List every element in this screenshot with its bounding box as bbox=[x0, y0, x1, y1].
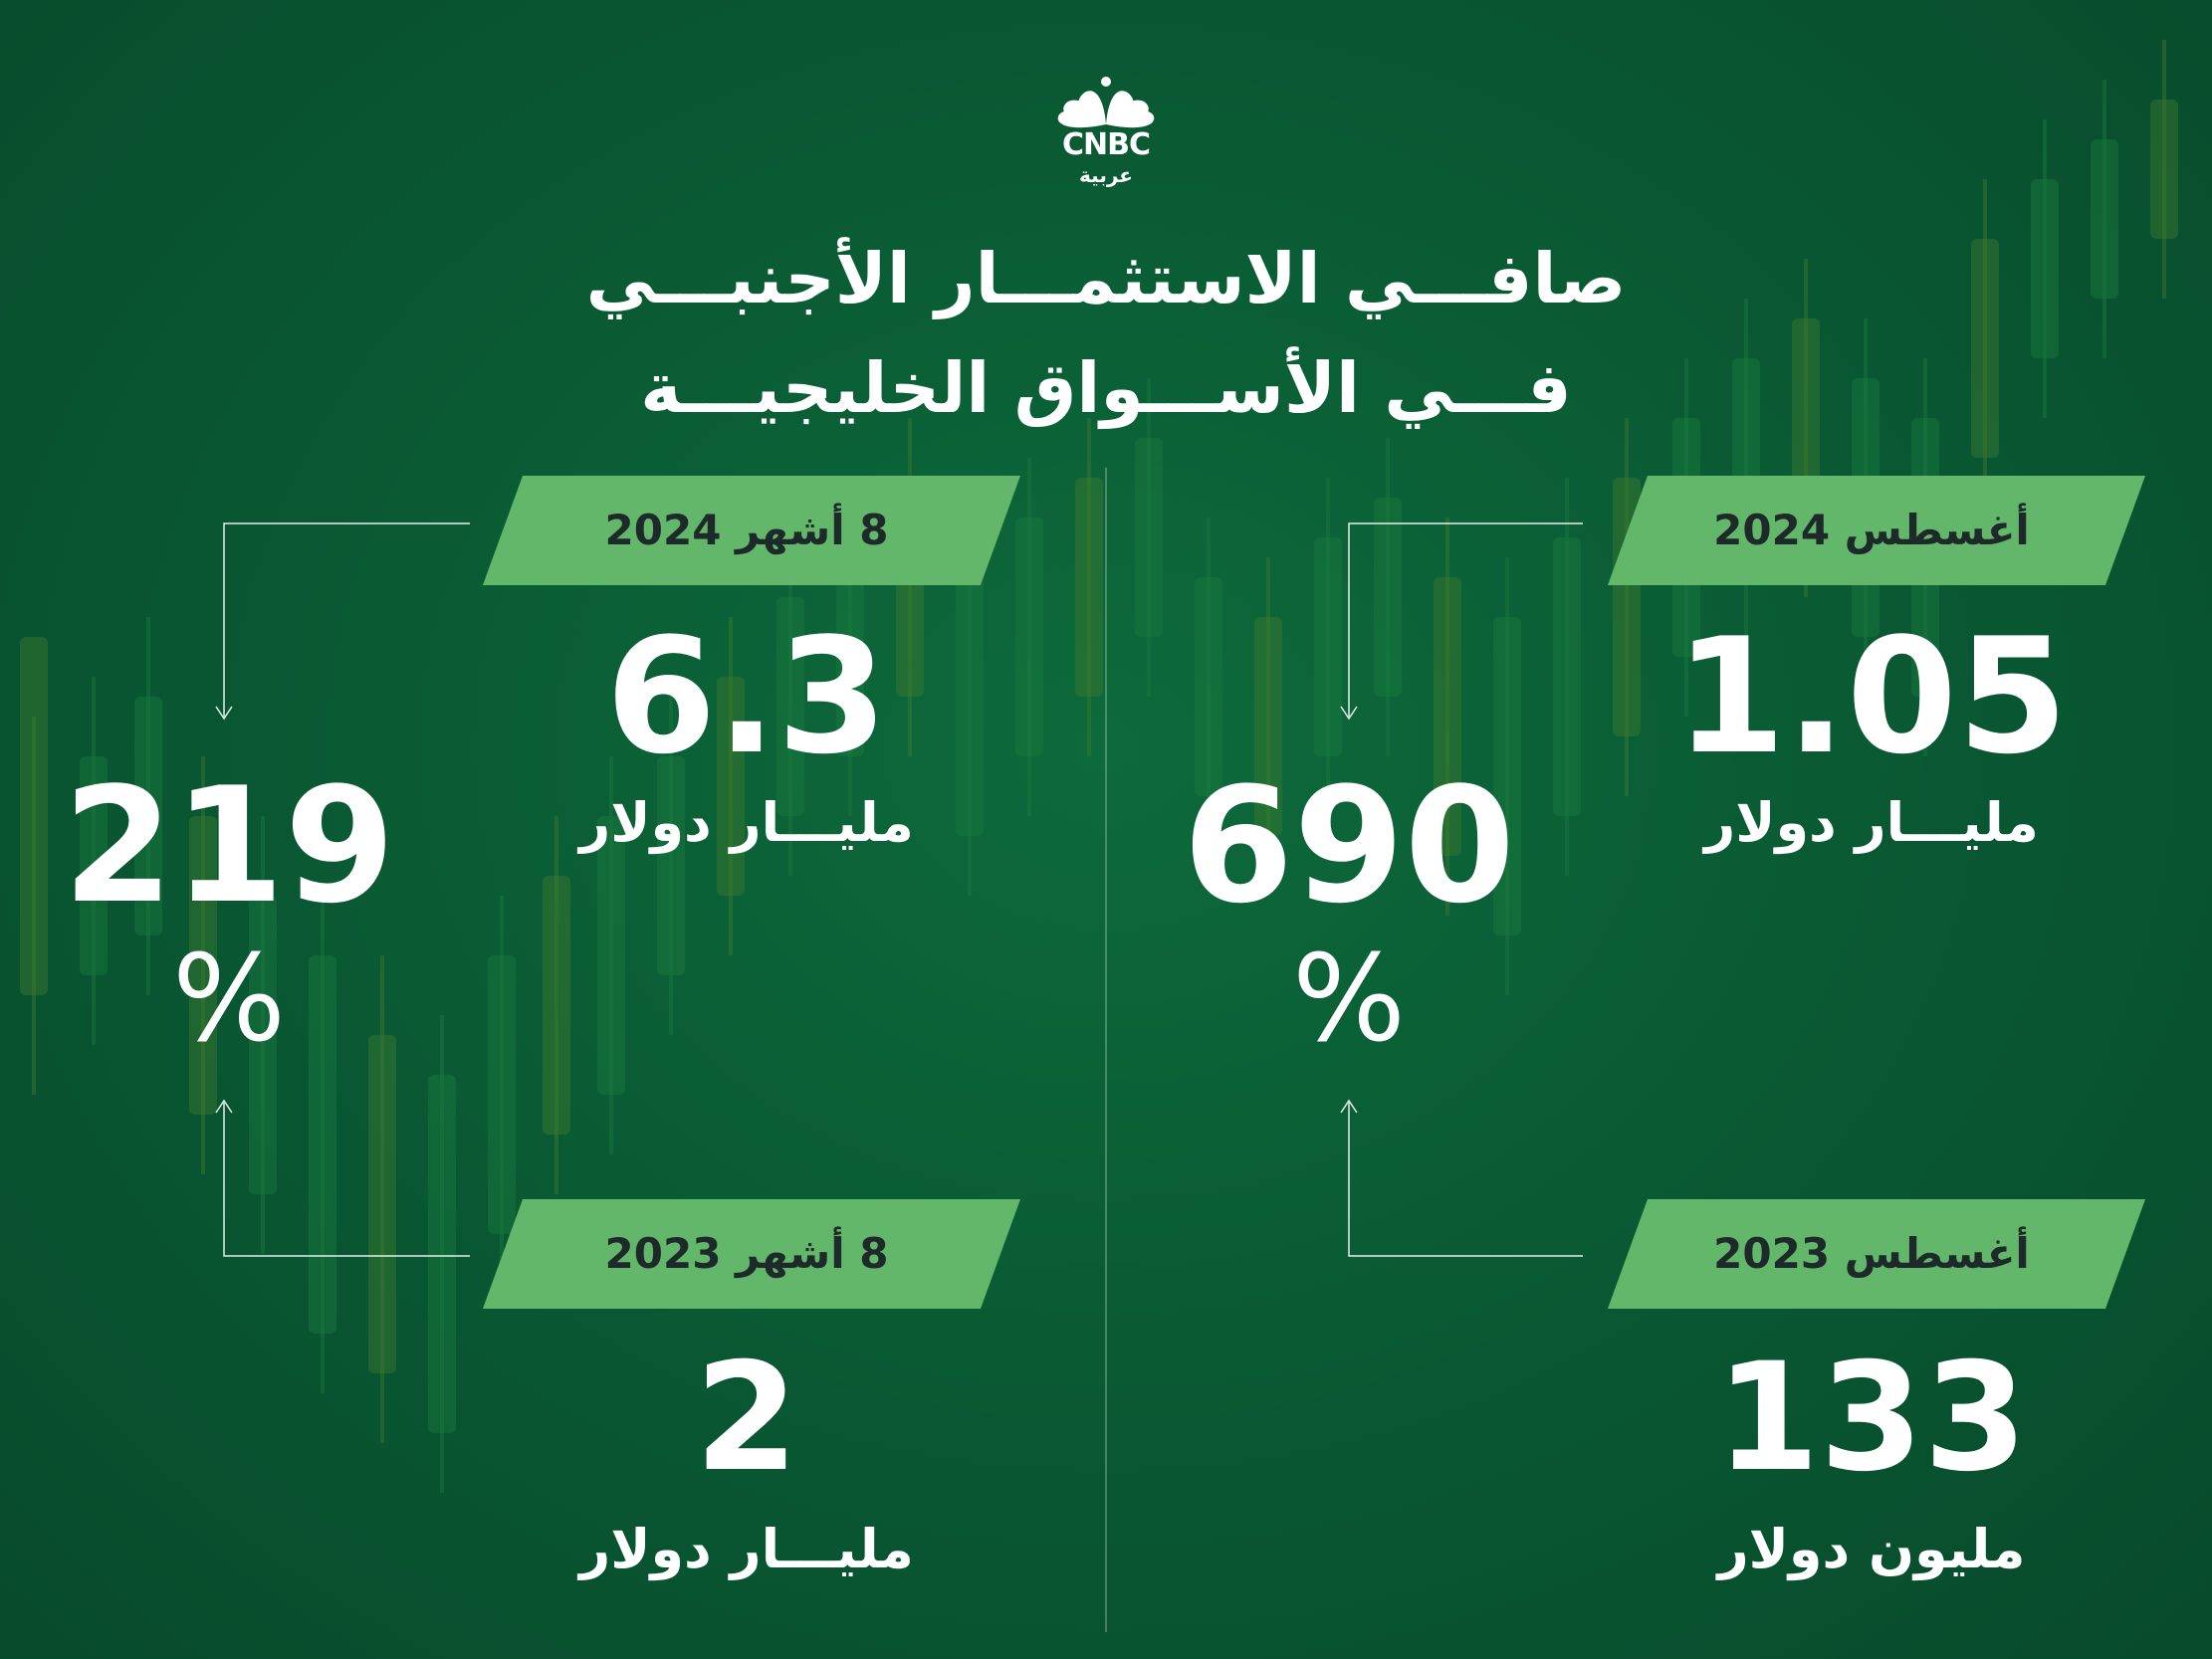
background-candle bbox=[657, 697, 685, 1035]
right-change-percent: % bbox=[1291, 931, 1407, 1069]
right-bottom-tag-label: أغسطس 2023 bbox=[1713, 1229, 2030, 1278]
background-candle bbox=[717, 617, 745, 955]
background-candle bbox=[1971, 179, 1999, 518]
right-top-tag-label: أغسطس 2024 bbox=[1713, 506, 2030, 554]
background-candle bbox=[1732, 299, 1760, 637]
left-top-value: 6.3 bbox=[605, 603, 888, 789]
right-top-unit: مليـــار دولار bbox=[1704, 791, 2039, 854]
background-candle bbox=[488, 896, 516, 1294]
left-top-tag-label: 8 أشهر 2024 bbox=[604, 506, 889, 554]
page-title-line-2: فـــي الأســـواق الخليجيـــة bbox=[640, 347, 1572, 429]
background-candle bbox=[1374, 438, 1402, 756]
background-candle bbox=[80, 677, 108, 1045]
cnbc-logo: CNBC عربية bbox=[1006, 70, 1206, 189]
center-divider bbox=[1105, 468, 1107, 1632]
background-candle bbox=[20, 637, 48, 1095]
background-candle bbox=[2091, 80, 2118, 358]
background-candle bbox=[1135, 378, 1163, 697]
background-candle bbox=[134, 617, 162, 995]
left-bottom-value: 2 bbox=[694, 1332, 799, 1505]
right-bottom-value: 133 bbox=[1715, 1332, 2028, 1505]
right-top-value: 1.05 bbox=[1674, 603, 2069, 789]
left-bottom-tag-label: 8 أشهر 2023 bbox=[604, 1229, 889, 1278]
page-title-line-1: صافـــي الاستثمـــار الأجنبـــي bbox=[585, 238, 1627, 319]
background-candle bbox=[428, 1015, 456, 1493]
background-candle bbox=[1314, 478, 1342, 816]
background-candle bbox=[1553, 478, 1581, 876]
left-change-value: 219 bbox=[63, 752, 395, 938]
logo-subtitle: عربية bbox=[1079, 163, 1133, 187]
background-candle bbox=[2031, 119, 2059, 418]
left-top-unit: مليـــار دولار bbox=[579, 791, 914, 854]
background-candle bbox=[1195, 518, 1222, 856]
right-change-value: 690 bbox=[1183, 752, 1515, 938]
left-bottom-unit: مليـــار دولار bbox=[579, 1518, 914, 1580]
background-candle bbox=[2150, 40, 2178, 299]
peacock-icon bbox=[1057, 77, 1155, 128]
left-change-percent: % bbox=[171, 931, 287, 1069]
background-candle bbox=[776, 537, 804, 876]
background-candle bbox=[597, 756, 625, 1154]
background-candle bbox=[1075, 418, 1103, 756]
background-candle bbox=[1015, 458, 1043, 816]
logo-wordmark: CNBC bbox=[1061, 127, 1151, 162]
background-candle bbox=[189, 756, 217, 1174]
background-candle bbox=[1254, 557, 1282, 896]
background-candle bbox=[543, 816, 570, 1194]
right-bottom-unit: مليون دولار bbox=[1717, 1518, 2026, 1580]
